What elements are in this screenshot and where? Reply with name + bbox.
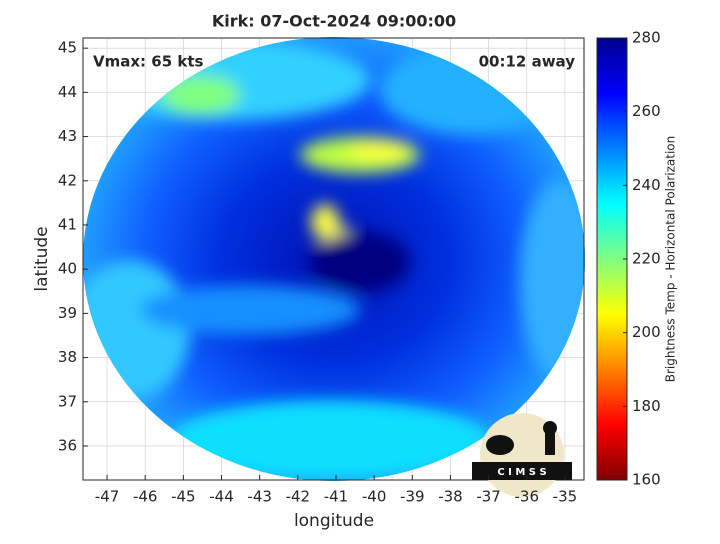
y-tick-label: 42: [58, 171, 77, 189]
colorbar-tick-label: 240: [632, 176, 661, 194]
x-tick-label: -41: [324, 488, 349, 506]
x-tick-label: -36: [515, 488, 540, 506]
y-tick-label: 39: [58, 304, 77, 322]
x-tick-label: -38: [438, 488, 463, 506]
y-tick-label: 36: [58, 436, 77, 454]
x-tick-label: -35: [553, 488, 578, 506]
y-tick-label: 44: [58, 83, 77, 101]
y-axis-label: latitude: [32, 226, 52, 291]
y-tick-label: 37: [58, 392, 77, 410]
x-tick-label: -47: [95, 488, 120, 506]
y-tick-label: 41: [58, 215, 77, 233]
colorbar-tick-label: 280: [632, 29, 661, 47]
x-tick-label: -45: [171, 488, 196, 506]
annotation: 00:12 away: [479, 53, 576, 71]
logo: C I M S S: [472, 413, 572, 497]
colorbar-tick-label: 160: [632, 471, 661, 489]
colorbar-label: Brightness Temp - Horizontal Polarizatio…: [664, 136, 678, 383]
y-tick-label: 38: [58, 348, 77, 366]
annotation: Vmax: 65 kts: [93, 53, 203, 71]
x-tick-label: -40: [362, 488, 387, 506]
x-tick-label: -37: [476, 488, 501, 506]
chart-title: Kirk: 07-Oct-2024 09:00:00: [212, 12, 456, 31]
colorbar-tick-label: 200: [632, 323, 661, 341]
x-axis-label: longitude: [294, 511, 374, 531]
colorbar-tick-label: 260: [632, 102, 661, 120]
plot-frame: [82, 37, 585, 481]
colorbar: [596, 37, 628, 481]
x-tick-label: -42: [286, 488, 311, 506]
y-tick-label: 43: [58, 127, 77, 145]
x-tick-label: -39: [400, 488, 425, 506]
y-tick-label: 40: [58, 260, 77, 278]
y-tick-label: 45: [58, 39, 77, 57]
x-tick-label: -43: [247, 488, 272, 506]
colorbar-tick-label: 180: [632, 397, 661, 415]
x-tick-label: -44: [209, 488, 234, 506]
colorbar-tick-label: 220: [632, 250, 661, 268]
x-tick-label: -46: [133, 488, 158, 506]
logo-text: C I M S S: [497, 467, 546, 478]
